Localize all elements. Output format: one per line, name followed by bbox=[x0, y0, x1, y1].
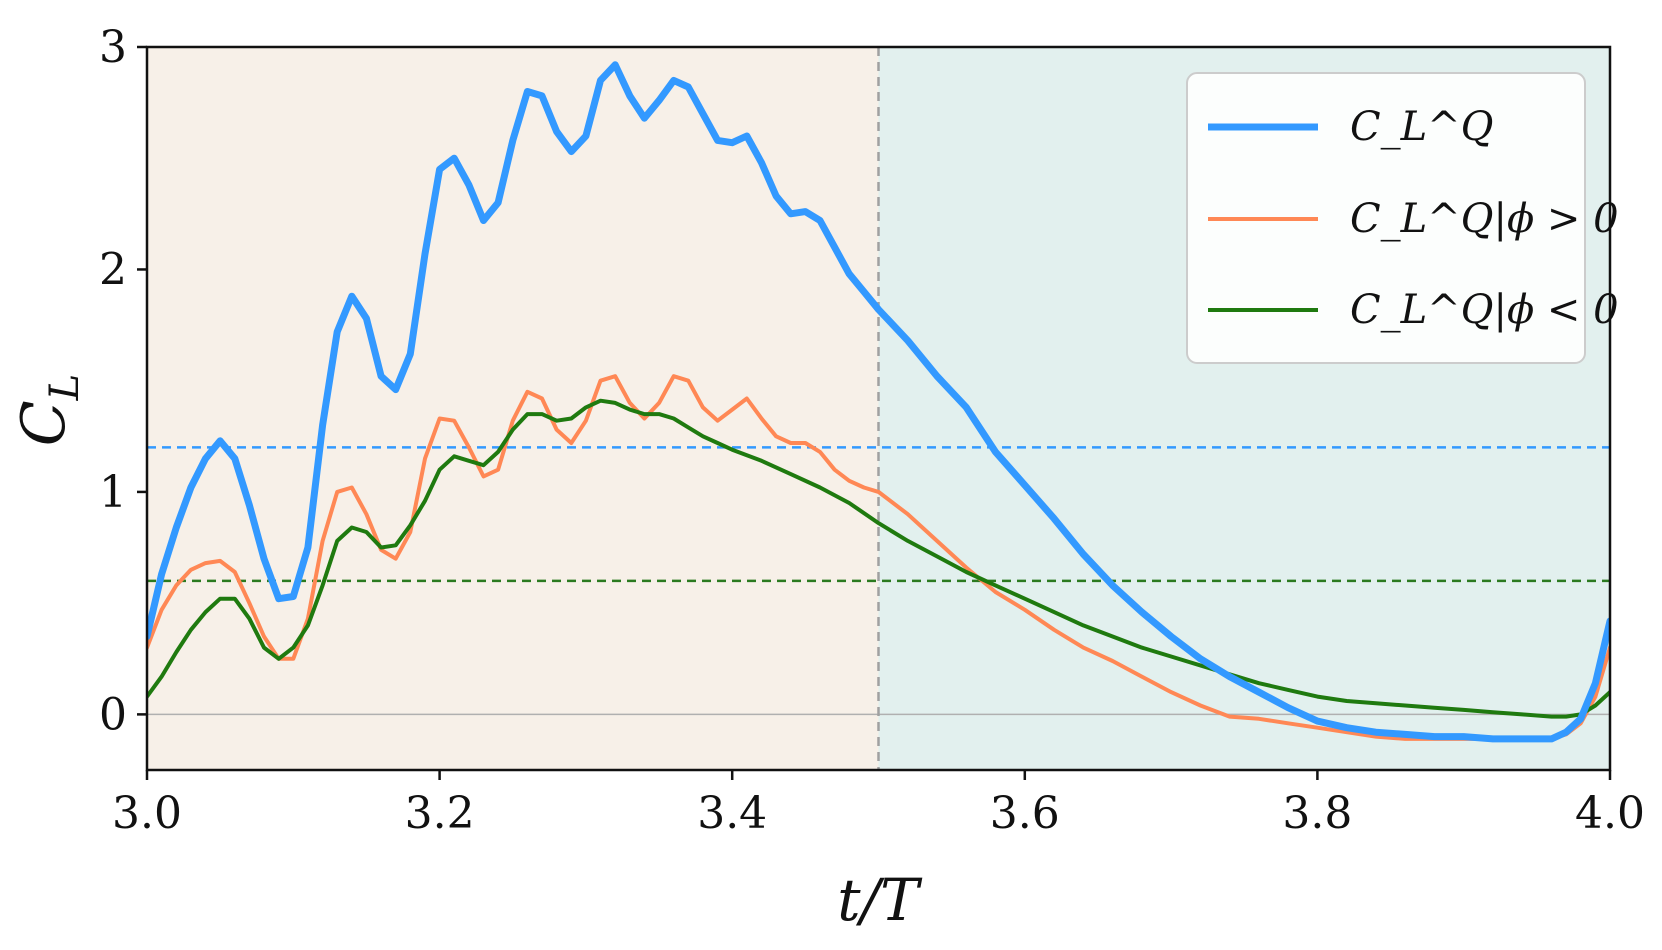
x-tick-label: 4.0 bbox=[1575, 788, 1645, 839]
legend-label-cl-q-phi-pos: C_L^Q|ϕ > 0 bbox=[1350, 196, 1619, 242]
legend-label-cl-q: C_L^Q bbox=[1350, 104, 1493, 150]
y-tick-label: 0 bbox=[99, 689, 127, 740]
axis-ticks: 3.0 3.2 3.4 3.6 3.8 4.0 0 1 2 3 bbox=[99, 22, 1645, 839]
y-tick-label: 1 bbox=[99, 467, 127, 518]
y-tick-label: 2 bbox=[99, 244, 127, 295]
y-tick-label: 3 bbox=[99, 22, 127, 73]
x-axis-label: t/T bbox=[837, 866, 923, 934]
x-tick-label: 3.0 bbox=[112, 788, 182, 839]
series-lines bbox=[147, 61, 1610, 743]
legend-label-cl-q-phi-neg: C_L^Q|ϕ < 0 bbox=[1350, 287, 1619, 333]
series-line-2 bbox=[147, 398, 1610, 719]
reference-lines bbox=[147, 47, 1610, 770]
x-tick-label: 3.8 bbox=[1282, 788, 1352, 839]
y-axis-label-main: C bbox=[9, 400, 79, 446]
legend-box bbox=[1186, 72, 1586, 364]
legend: C_L^Q C_L^Q|ϕ > 0 C_L^Q|ϕ < 0 bbox=[1186, 72, 1619, 364]
series-line-0 bbox=[147, 61, 1610, 743]
x-tick-label: 3.2 bbox=[405, 788, 475, 839]
y-axis-label-sub: L bbox=[42, 374, 88, 402]
x-tick-label: 3.6 bbox=[990, 788, 1060, 839]
series-line-1 bbox=[147, 374, 1610, 741]
plot-frame bbox=[145, 45, 1612, 772]
x-tick-label: 3.4 bbox=[697, 788, 767, 839]
y-axis-label: CL bbox=[9, 374, 88, 446]
